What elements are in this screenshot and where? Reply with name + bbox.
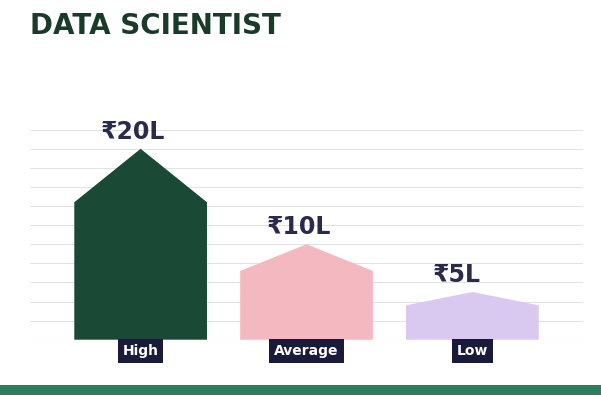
Polygon shape xyxy=(406,292,538,340)
Polygon shape xyxy=(75,149,207,340)
Text: ₹20L: ₹20L xyxy=(101,120,165,144)
Text: ₹10L: ₹10L xyxy=(267,215,331,239)
Text: ₹5L: ₹5L xyxy=(433,263,481,287)
Polygon shape xyxy=(240,244,373,340)
Text: Low: Low xyxy=(457,344,488,357)
Text: DATA SCIENTIST: DATA SCIENTIST xyxy=(30,12,281,40)
Text: Average: Average xyxy=(274,344,339,357)
Text: High: High xyxy=(123,344,159,357)
